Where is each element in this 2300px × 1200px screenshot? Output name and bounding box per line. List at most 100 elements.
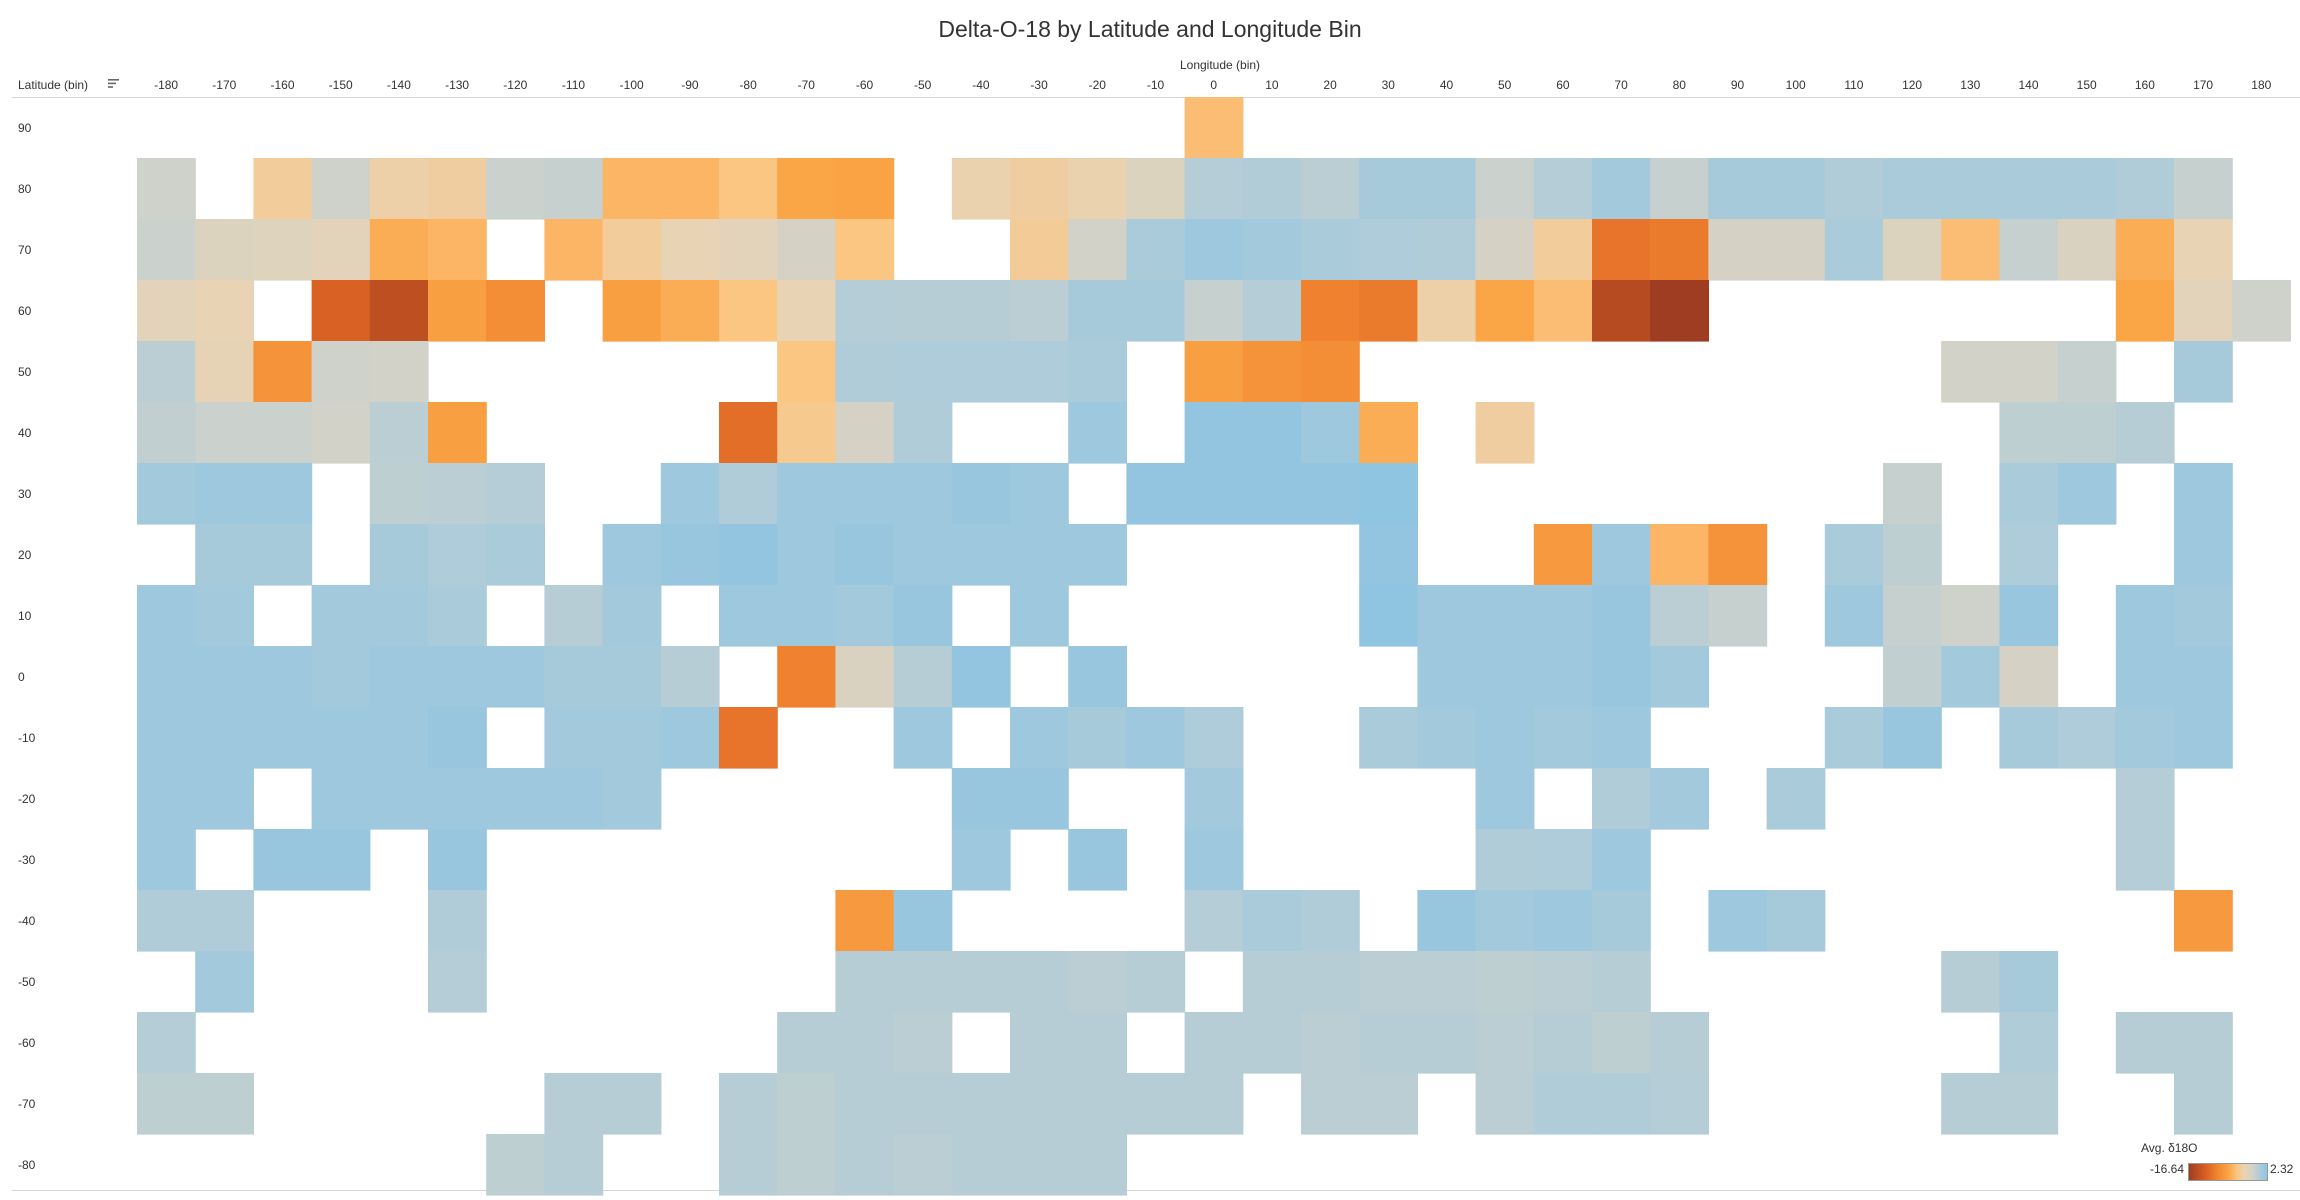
- heatmap-cell[interactable]: [1417, 1012, 1477, 1074]
- heatmap-cell[interactable]: [1184, 768, 1244, 830]
- heatmap-cell[interactable]: [951, 524, 1011, 586]
- heatmap-cell[interactable]: [311, 646, 371, 708]
- heatmap-cell[interactable]: [1242, 280, 1302, 342]
- heatmap-cell[interactable]: [777, 524, 836, 586]
- heatmap-cell[interactable]: [137, 890, 196, 952]
- heatmap-cell[interactable]: [137, 341, 196, 403]
- heatmap-cell[interactable]: [2174, 585, 2233, 647]
- heatmap-cell[interactable]: [2174, 341, 2233, 403]
- heatmap-cell[interactable]: [719, 158, 778, 220]
- heatmap-cell[interactable]: [1010, 951, 1069, 1013]
- heatmap-cell[interactable]: [1359, 463, 1418, 525]
- heatmap-cell[interactable]: [1999, 341, 2059, 403]
- heatmap-cell[interactable]: [369, 768, 429, 830]
- heatmap-cell[interactable]: [893, 280, 953, 342]
- heatmap-cell[interactable]: [835, 1134, 895, 1196]
- heatmap-cell[interactable]: [1242, 890, 1302, 952]
- heatmap-cell[interactable]: [719, 585, 778, 647]
- heatmap-cell[interactable]: [660, 219, 720, 281]
- heatmap-cell[interactable]: [1184, 707, 1244, 769]
- heatmap-cell[interactable]: [195, 402, 254, 464]
- heatmap-cell[interactable]: [1941, 646, 2000, 708]
- heatmap-cell[interactable]: [428, 646, 487, 708]
- heatmap-cell[interactable]: [2115, 219, 2175, 281]
- heatmap-cell[interactable]: [369, 463, 429, 525]
- heatmap-cell[interactable]: [1941, 1073, 2000, 1135]
- heatmap-cell[interactable]: [195, 768, 254, 830]
- heatmap-cell[interactable]: [1010, 1134, 1069, 1196]
- heatmap-cell[interactable]: [1592, 1012, 1651, 1074]
- heatmap-cell[interactable]: [602, 646, 662, 708]
- heatmap-cell[interactable]: [2115, 158, 2175, 220]
- heatmap-cell[interactable]: [777, 585, 836, 647]
- heatmap-cell[interactable]: [1068, 951, 1127, 1013]
- heatmap-cell[interactable]: [951, 1134, 1011, 1196]
- heatmap-cell[interactable]: [951, 463, 1011, 525]
- heatmap-cell[interactable]: [893, 1012, 953, 1074]
- heatmap-cell[interactable]: [1941, 951, 2000, 1013]
- heatmap-cell[interactable]: [1126, 1073, 1186, 1135]
- heatmap-cell[interactable]: [1592, 829, 1651, 891]
- heatmap-cell[interactable]: [1533, 1012, 1593, 1074]
- heatmap-cell[interactable]: [835, 646, 895, 708]
- heatmap-cell[interactable]: [1126, 219, 1186, 281]
- heatmap-cell[interactable]: [1417, 890, 1477, 952]
- heatmap-cell[interactable]: [1010, 768, 1069, 830]
- heatmap-cell[interactable]: [486, 280, 545, 342]
- heatmap-cell[interactable]: [1533, 585, 1593, 647]
- heatmap-cell[interactable]: [486, 1134, 545, 1196]
- heatmap-cell[interactable]: [137, 585, 196, 647]
- heatmap-cell[interactable]: [1359, 707, 1418, 769]
- heatmap-cell[interactable]: [428, 585, 487, 647]
- heatmap-cell[interactable]: [1824, 524, 1884, 586]
- heatmap-cell[interactable]: [1883, 585, 1942, 647]
- heatmap-cell[interactable]: [1475, 707, 1535, 769]
- heatmap-cell[interactable]: [660, 646, 720, 708]
- heatmap-cell[interactable]: [1242, 219, 1302, 281]
- heatmap-cell[interactable]: [1883, 158, 1942, 220]
- heatmap-cell[interactable]: [428, 463, 487, 525]
- heatmap-cell[interactable]: [1242, 951, 1302, 1013]
- heatmap-cell[interactable]: [2174, 463, 2233, 525]
- heatmap-cell[interactable]: [777, 463, 836, 525]
- sort-descending-icon[interactable]: [108, 78, 120, 92]
- heatmap-cell[interactable]: [2115, 402, 2175, 464]
- heatmap-cell[interactable]: [893, 402, 953, 464]
- heatmap-cell[interactable]: [1301, 219, 1360, 281]
- heatmap-cell[interactable]: [602, 585, 662, 647]
- heatmap-cell[interactable]: [1650, 524, 1709, 586]
- heatmap-cell[interactable]: [311, 829, 371, 891]
- heatmap-cell[interactable]: [835, 463, 895, 525]
- heatmap-cell[interactable]: [1359, 951, 1418, 1013]
- heatmap-cell[interactable]: [544, 158, 604, 220]
- heatmap-cell[interactable]: [2115, 1012, 2175, 1074]
- heatmap-cell[interactable]: [1592, 768, 1651, 830]
- heatmap-cell[interactable]: [369, 707, 429, 769]
- heatmap-cell[interactable]: [311, 280, 371, 342]
- heatmap-cell[interactable]: [1533, 951, 1593, 1013]
- heatmap-cell[interactable]: [253, 463, 313, 525]
- heatmap-cell[interactable]: [1650, 1073, 1709, 1135]
- heatmap-cell[interactable]: [369, 646, 429, 708]
- heatmap-cell[interactable]: [195, 890, 254, 952]
- heatmap-cell[interactable]: [1301, 951, 1360, 1013]
- heatmap-cell[interactable]: [1010, 1012, 1069, 1074]
- heatmap-cell[interactable]: [1999, 707, 2059, 769]
- heatmap-cell[interactable]: [253, 646, 313, 708]
- heatmap-cell[interactable]: [1242, 341, 1302, 403]
- heatmap-cell[interactable]: [1126, 280, 1186, 342]
- heatmap-cell[interactable]: [835, 158, 895, 220]
- heatmap-cell[interactable]: [1592, 158, 1651, 220]
- heatmap-cell[interactable]: [544, 646, 604, 708]
- heatmap-cell[interactable]: [1999, 463, 2059, 525]
- heatmap-cell[interactable]: [2174, 280, 2233, 342]
- heatmap-cell[interactable]: [1766, 158, 1826, 220]
- heatmap-cell[interactable]: [777, 219, 836, 281]
- heatmap-cell[interactable]: [1883, 524, 1942, 586]
- heatmap-cell[interactable]: [602, 219, 662, 281]
- heatmap-cell[interactable]: [1359, 219, 1418, 281]
- heatmap-cell[interactable]: [951, 768, 1011, 830]
- heatmap-cell[interactable]: [1068, 1073, 1127, 1135]
- heatmap-cell[interactable]: [428, 219, 487, 281]
- heatmap-cell[interactable]: [1475, 890, 1535, 952]
